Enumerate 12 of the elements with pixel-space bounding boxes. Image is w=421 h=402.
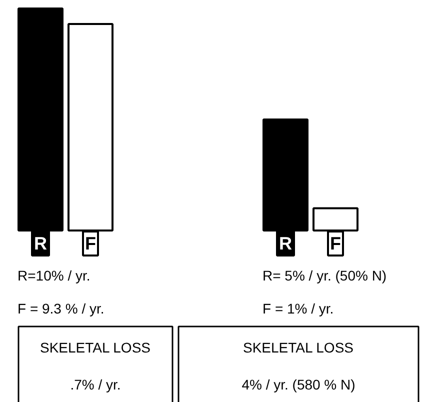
text: SKELETAL LOSS xyxy=(40,340,150,356)
text: SKELETAL LOSS xyxy=(242,340,354,356)
data-label: F = 9.3 % / yr. xyxy=(18,300,104,316)
text: F xyxy=(330,234,341,254)
text: .7% / yr. xyxy=(70,376,121,392)
data-label: R=10% / yr. xyxy=(18,268,90,284)
legend-label: F xyxy=(85,234,96,254)
series-label: R xyxy=(34,234,47,254)
data-label: R= 5% / yr. (50% N) xyxy=(262,268,387,284)
text: 4% / yr. (580 % N) xyxy=(242,376,356,392)
data-label: F = 1% / yr. xyxy=(262,300,334,316)
text: R xyxy=(279,234,292,254)
